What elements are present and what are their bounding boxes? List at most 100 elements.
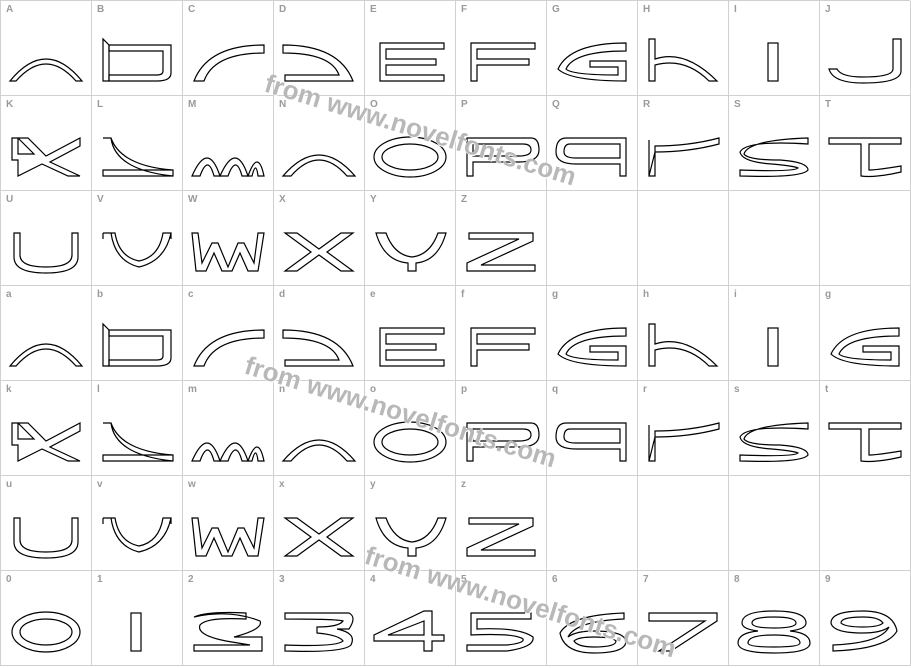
glyph-cell: m: [183, 381, 274, 476]
glyph-cell: b: [92, 286, 183, 381]
glyph-cell: o: [365, 381, 456, 476]
glyph-G: [547, 19, 637, 89]
cell-label: p: [461, 384, 467, 395]
glyph-cell: P: [456, 96, 547, 191]
glyph-cell: s: [729, 381, 820, 476]
glyph-cell: 4: [365, 571, 456, 666]
glyph-cell: A: [1, 1, 92, 96]
glyph-F: [456, 19, 546, 89]
cell-label: Q: [552, 99, 560, 110]
glyph-x: [274, 494, 364, 564]
cell-label: L: [97, 99, 103, 110]
cell-label: d: [279, 289, 285, 300]
glyph-E: [365, 19, 455, 89]
glyph-I: [729, 19, 819, 89]
glyph-s: [729, 399, 819, 469]
cell-label: F: [461, 4, 467, 15]
glyph-a: [1, 304, 91, 374]
glyph-cell: D: [274, 1, 365, 96]
cell-label: s: [734, 384, 740, 395]
glyph-N: [274, 114, 364, 184]
glyph-cell: t: [820, 381, 911, 476]
cell-label: u: [6, 479, 12, 490]
glyph-r: [638, 399, 728, 469]
glyph-1: [92, 589, 182, 659]
glyph-O: [365, 114, 455, 184]
glyph-u: [1, 494, 91, 564]
glyph-i: [729, 304, 819, 374]
cell-label: 2: [188, 574, 194, 585]
glyph-5: [456, 589, 546, 659]
glyph-K: [1, 114, 91, 184]
glyph-cell: O: [365, 96, 456, 191]
cell-label: R: [643, 99, 650, 110]
glyph-cell: z: [456, 476, 547, 571]
cell-label: 0: [6, 574, 12, 585]
cell-label: H: [643, 4, 650, 15]
cell-label: Y: [370, 194, 377, 205]
cell-label: S: [734, 99, 741, 110]
glyph-cell: x: [274, 476, 365, 571]
glyph-cell: 5: [456, 571, 547, 666]
glyph-cell: g: [820, 286, 911, 381]
glyph-cell: 0: [1, 571, 92, 666]
cell-label: g: [825, 289, 831, 300]
glyph-cell: W: [183, 191, 274, 286]
glyph-cell: 6: [547, 571, 638, 666]
glyph-cell: l: [92, 381, 183, 476]
glyph-R: [638, 114, 728, 184]
glyph-cell: k: [1, 381, 92, 476]
glyph-6: [547, 589, 637, 659]
glyph-S: [729, 114, 819, 184]
cell-label: h: [643, 289, 649, 300]
glyph-b: [92, 304, 182, 374]
glyph-m: [183, 399, 273, 469]
glyph-cell: i: [729, 286, 820, 381]
glyph-3: [274, 589, 364, 659]
glyph-0: [1, 589, 91, 659]
cell-label: 7: [643, 574, 649, 585]
glyph-cell: 9: [820, 571, 911, 666]
cell-label: W: [188, 194, 197, 205]
glyph-cell: M: [183, 96, 274, 191]
cell-label: E: [370, 4, 377, 15]
cell-label: K: [6, 99, 13, 110]
glyph-cell: T: [820, 96, 911, 191]
cell-label: q: [552, 384, 558, 395]
cell-label: 1: [97, 574, 103, 585]
glyph-V: [92, 209, 182, 279]
cell-label: l: [97, 384, 100, 395]
cell-label: V: [97, 194, 104, 205]
cell-label: X: [279, 194, 286, 205]
glyph-H: [638, 19, 728, 89]
cell-label: a: [6, 289, 12, 300]
cell-label: N: [279, 99, 286, 110]
cell-label: 9: [825, 574, 831, 585]
cell-label: m: [188, 384, 197, 395]
cell-label: P: [461, 99, 468, 110]
glyph-t: [820, 399, 910, 469]
cell-label: Z: [461, 194, 467, 205]
cell-label: e: [370, 289, 376, 300]
glyph-X: [274, 209, 364, 279]
cell-label: 4: [370, 574, 376, 585]
cell-label: 3: [279, 574, 285, 585]
glyph-cell: J: [820, 1, 911, 96]
cell-label: 6: [552, 574, 558, 585]
glyph-cell: K: [1, 96, 92, 191]
glyph-cell: h: [638, 286, 729, 381]
glyph-4: [365, 589, 455, 659]
glyph-cell: n: [274, 381, 365, 476]
cell-label: f: [461, 289, 464, 300]
cell-label: v: [97, 479, 103, 490]
cell-label: k: [6, 384, 12, 395]
glyph-cell: u: [1, 476, 92, 571]
cell-label: c: [188, 289, 194, 300]
font-character-map: ABCDEFGHIJKLMNOPQRSTUVWXYZabcdefghigklmn…: [0, 0, 910, 666]
glyph-cell: E: [365, 1, 456, 96]
glyph-cell: 2: [183, 571, 274, 666]
glyph-cell: 3: [274, 571, 365, 666]
glyph-f: [456, 304, 546, 374]
cell-label: n: [279, 384, 285, 395]
cell-label: w: [188, 479, 196, 490]
